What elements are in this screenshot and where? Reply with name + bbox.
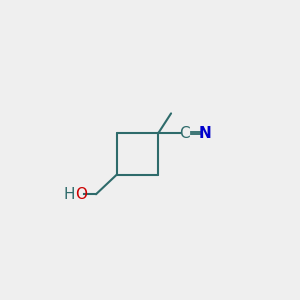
Text: N: N	[198, 125, 211, 140]
Text: O: O	[75, 187, 87, 202]
Text: H: H	[64, 187, 75, 202]
Text: C: C	[180, 125, 190, 140]
